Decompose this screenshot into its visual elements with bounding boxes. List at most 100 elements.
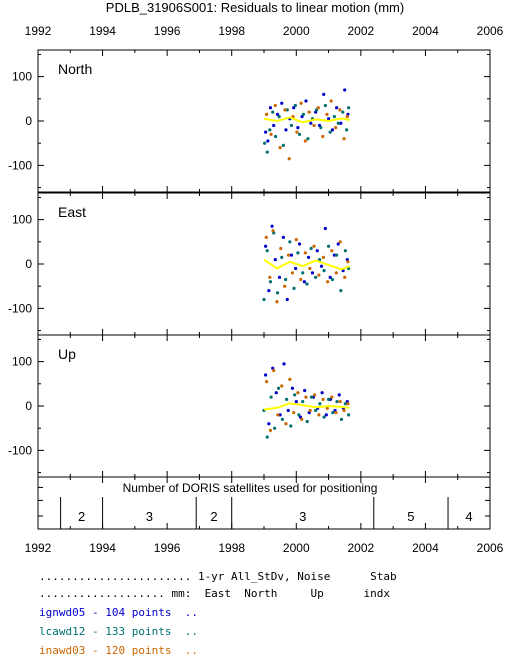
data-point-ignwd05	[292, 106, 296, 110]
data-point-inawd03	[299, 101, 303, 105]
legend-row-ignwd05: ignwd05 - 104 points ..	[39, 606, 198, 619]
data-point-lcawd12	[343, 402, 347, 406]
data-point-ignwd05	[264, 373, 268, 377]
data-point-lcawd12	[265, 435, 269, 439]
data-point-inawd03	[280, 384, 284, 388]
bottom-year-label: 1994	[89, 541, 116, 555]
data-point-ignwd05	[337, 393, 341, 397]
data-point-lcawd12	[306, 137, 310, 141]
data-point-inawd03	[292, 411, 296, 415]
data-point-inawd03	[288, 377, 292, 381]
data-point-inawd03	[283, 284, 287, 288]
data-point-ignwd05	[339, 121, 343, 125]
satellite-count-label: 5	[407, 509, 414, 524]
satellite-count-label: 4	[465, 509, 472, 524]
data-point-lcawd12	[276, 386, 281, 390]
data-point-lcawd12	[263, 141, 267, 145]
data-point-inawd03	[268, 428, 273, 433]
data-point-inawd03	[264, 112, 269, 116]
satellite-count-label: 3	[299, 509, 306, 524]
data-point-inawd03	[308, 408, 312, 413]
data-point-ignwd05	[264, 130, 268, 134]
data-point-ignwd05	[294, 266, 298, 271]
satellite-count-panel: Number of DORIS satellites used for posi…	[37, 476, 491, 530]
top-year-axis: 1992 1994 1996 1998 2000 2002 2004 2006	[25, 24, 504, 38]
data-point-ignwd05	[294, 399, 298, 404]
y-tick-label: 0	[25, 257, 32, 271]
legend-row-inawd03: inawd03 - 120 points ..	[39, 644, 198, 657]
data-point-inawd03	[273, 103, 277, 108]
data-point-ignwd05	[336, 242, 340, 246]
top-year-label: 1994	[89, 24, 116, 38]
data-point-lcawd12	[323, 103, 327, 108]
data-point-ignwd05	[335, 106, 339, 110]
data-point-inawd03	[276, 413, 280, 417]
data-point-inawd03	[296, 391, 300, 395]
y-tick-label: 100	[12, 213, 32, 227]
data-point-lcawd12	[289, 424, 293, 428]
data-point-lcawd12	[305, 282, 309, 286]
data-point-lcawd12	[326, 244, 331, 248]
data-point-inawd03	[346, 402, 350, 406]
data-point-lcawd12	[289, 123, 294, 128]
data-point-inawd03	[303, 139, 307, 143]
data-point-lcawd12	[301, 399, 305, 404]
data-point-ignwd05	[264, 244, 268, 248]
data-point-ignwd05	[320, 391, 324, 395]
y-tick-label: -100	[8, 301, 32, 315]
data-point-ignwd05	[286, 408, 290, 413]
panel-north: 100 0 -100 North	[8, 49, 491, 193]
data-point-ignwd05	[290, 386, 295, 390]
data-point-inawd03	[346, 260, 350, 264]
data-point-inawd03	[264, 235, 268, 239]
trend-line	[263, 116, 350, 124]
top-year-label: 1996	[154, 24, 181, 38]
data-point-lcawd12	[346, 106, 351, 110]
data-point-ignwd05	[282, 362, 286, 366]
data-point-inawd03	[295, 130, 299, 134]
data-point-ignwd05	[277, 275, 282, 279]
y-tick-label: 0	[25, 114, 32, 128]
data-point-inawd03	[312, 123, 316, 128]
data-point-ignwd05	[343, 88, 347, 92]
data-point-lcawd12	[297, 132, 302, 136]
bottom-year-label: 1998	[218, 541, 245, 555]
data-point-inawd03	[334, 126, 338, 130]
data-point-ignwd05	[281, 235, 285, 239]
data-point-inawd03	[345, 114, 349, 119]
data-point-lcawd12	[335, 253, 339, 257]
data-point-lcawd12	[317, 257, 322, 262]
data-point-inawd03	[284, 422, 288, 426]
bottom-year-label: 2006	[477, 541, 504, 555]
data-point-inawd03	[334, 271, 338, 275]
data-point-ignwd05	[275, 112, 280, 116]
data-point-inawd03	[271, 229, 275, 233]
data-point-inawd03	[342, 137, 346, 141]
y-tick-label: -100	[8, 443, 32, 457]
data-point-lcawd12	[319, 126, 323, 130]
data-point-lcawd12	[318, 402, 322, 406]
top-year-label: 2006	[477, 24, 504, 38]
satellite-caption: Number of DORIS satellites used for posi…	[123, 481, 378, 495]
data-point-ignwd05	[272, 123, 276, 128]
data-point-inawd03	[287, 157, 291, 161]
satellite-count-label: 3	[146, 509, 153, 524]
y-tick-label: 100	[12, 70, 32, 84]
data-point-lcawd12	[268, 128, 272, 132]
trend-line	[263, 402, 350, 411]
data-point-inawd03	[338, 240, 342, 244]
data-point-inawd03	[308, 266, 312, 271]
panel-label: Up	[58, 346, 76, 362]
trend-line	[263, 258, 350, 271]
data-point-ignwd05	[278, 413, 282, 417]
data-point-inawd03	[325, 406, 329, 410]
data-point-inawd03	[279, 246, 283, 251]
bottom-year-label: 2000	[283, 541, 310, 555]
data-point-lcawd12	[309, 395, 314, 399]
data-point-lcawd12	[274, 134, 278, 139]
data-point-inawd03	[294, 237, 298, 242]
data-point-lcawd12	[336, 121, 340, 125]
data-point-ignwd05	[266, 139, 270, 143]
data-point-inawd03	[330, 395, 334, 399]
data-point-ignwd05	[285, 297, 289, 302]
